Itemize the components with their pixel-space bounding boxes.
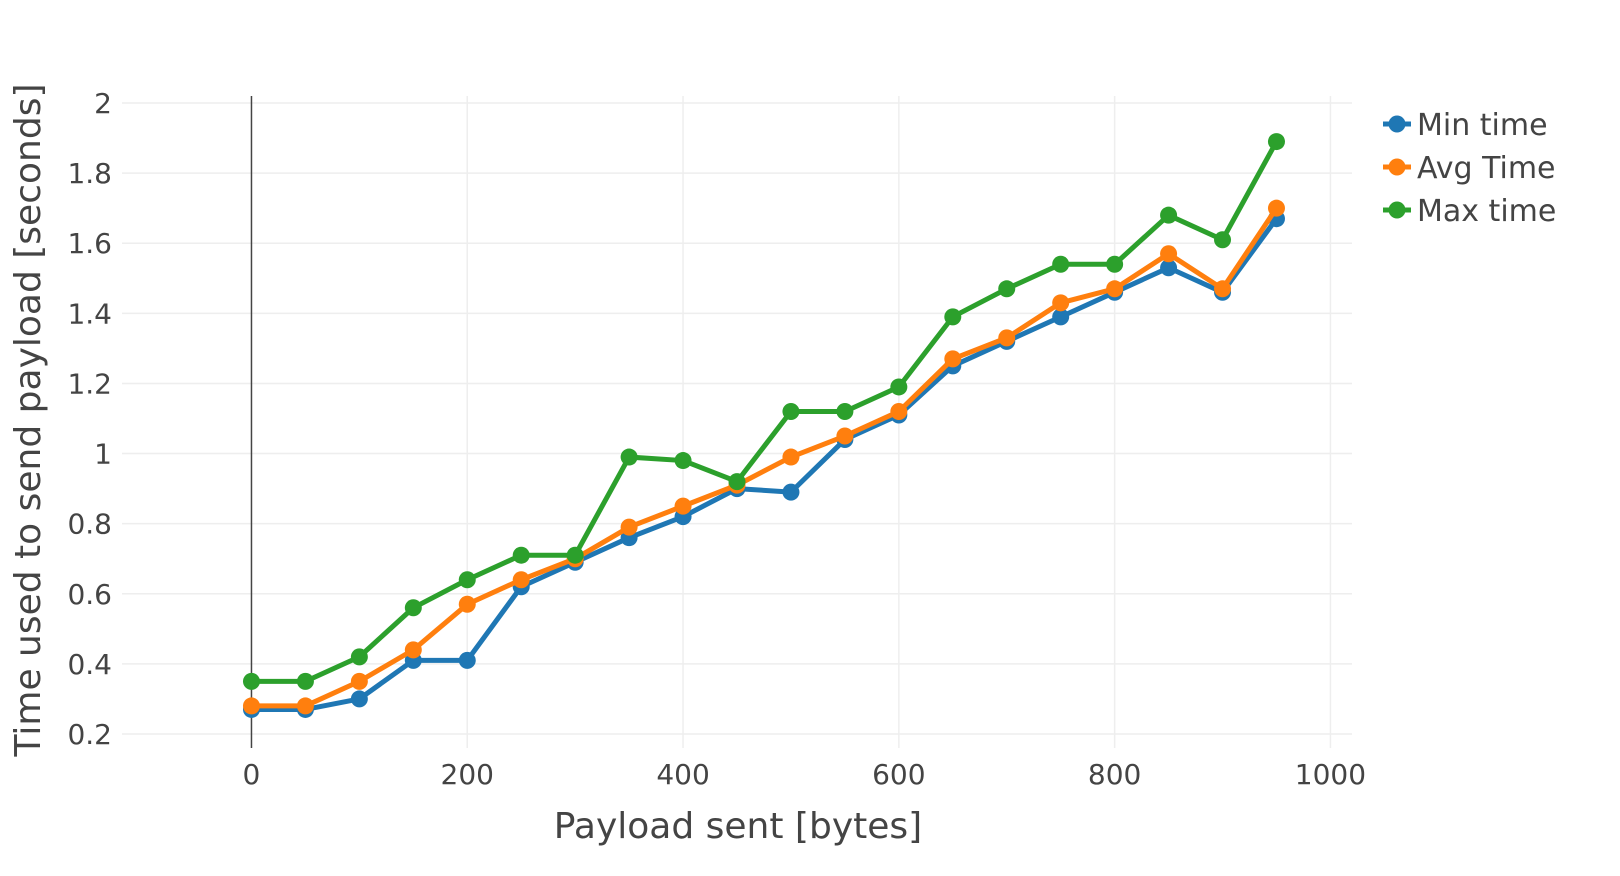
- legend-label: Min time: [1417, 108, 1548, 143]
- x-tick-label: 600: [872, 758, 925, 791]
- data-point[interactable]: [890, 378, 908, 396]
- data-point[interactable]: [296, 672, 314, 690]
- data-point[interactable]: [782, 448, 800, 466]
- data-point[interactable]: [836, 402, 854, 420]
- data-point[interactable]: [1052, 308, 1070, 326]
- x-axis-ticks: 0 200 400 600 800 1000: [243, 758, 1366, 791]
- data-point[interactable]: [404, 641, 422, 659]
- data-point[interactable]: [1052, 255, 1070, 273]
- data-point[interactable]: [1214, 280, 1232, 298]
- data-point[interactable]: [782, 402, 800, 420]
- x-tick-label: 0: [243, 758, 261, 791]
- data-point[interactable]: [566, 546, 584, 564]
- series-min-time: [242, 210, 1285, 718]
- data-point[interactable]: [350, 690, 368, 708]
- legend-label: Max time: [1417, 194, 1556, 229]
- data-point[interactable]: [998, 280, 1016, 298]
- legend-label: Avg Time: [1417, 151, 1556, 186]
- y-tick-label: 0.4: [67, 648, 112, 681]
- x-tick-label: 1000: [1295, 758, 1366, 791]
- data-point[interactable]: [512, 546, 530, 564]
- y-tick-label: 2: [94, 87, 112, 120]
- data-point[interactable]: [404, 599, 422, 617]
- data-point[interactable]: [1267, 199, 1285, 217]
- data-point[interactable]: [836, 427, 854, 445]
- x-tick-label: 400: [656, 758, 709, 791]
- data-point[interactable]: [1106, 280, 1124, 298]
- y-tick-label: 0.6: [67, 578, 112, 611]
- data-point[interactable]: [350, 648, 368, 666]
- data-point[interactable]: [458, 651, 476, 669]
- x-tick-label: 800: [1088, 758, 1141, 791]
- data-point[interactable]: [944, 350, 962, 368]
- data-point[interactable]: [674, 452, 692, 470]
- y-tick-label: 0.8: [67, 508, 112, 541]
- data-point[interactable]: [782, 483, 800, 501]
- y-axis-ticks: 0.2 0.4 0.6 0.8 1 1.2 1.4 1.6 1.8 2: [67, 87, 112, 751]
- series-line: [251, 140, 1279, 684]
- legend-marker: [1388, 115, 1406, 133]
- data-point[interactable]: [1160, 259, 1178, 277]
- data-point[interactable]: [242, 697, 260, 715]
- data-point[interactable]: [1267, 133, 1285, 151]
- data-point[interactable]: [944, 308, 962, 326]
- y-tick-label: 1.2: [67, 367, 112, 400]
- grid-lines: [122, 96, 1352, 748]
- legend-item[interactable]: Max time: [1383, 194, 1556, 229]
- data-point[interactable]: [1052, 294, 1070, 312]
- data-point[interactable]: [350, 672, 368, 690]
- legend-item[interactable]: Avg Time: [1383, 151, 1556, 186]
- x-axis-title: Payload sent [bytes]: [554, 806, 922, 847]
- data-point[interactable]: [458, 595, 476, 613]
- data-point[interactable]: [458, 571, 476, 589]
- legend-item[interactable]: Min time: [1383, 108, 1548, 143]
- series-line: [251, 217, 1279, 712]
- x-tick-label: 200: [441, 758, 494, 791]
- data-point[interactable]: [674, 497, 692, 515]
- y-tick-label: 0.2: [67, 718, 112, 751]
- data-point[interactable]: [242, 672, 260, 690]
- data-point[interactable]: [998, 329, 1016, 347]
- legend-marker: [1388, 201, 1406, 219]
- data-point[interactable]: [1106, 255, 1124, 273]
- data-point[interactable]: [620, 448, 638, 466]
- data-point[interactable]: [296, 697, 314, 715]
- y-tick-label: 1.8: [67, 157, 112, 190]
- series-max-time: [242, 133, 1285, 690]
- series-line: [251, 206, 1279, 709]
- legend-marker: [1388, 158, 1406, 176]
- data-point[interactable]: [1214, 231, 1232, 249]
- series-group: [242, 133, 1285, 718]
- data-point[interactable]: [890, 402, 908, 420]
- y-axis-title: Time used to send payload [seconds]: [8, 84, 49, 758]
- y-tick-label: 1.4: [67, 297, 112, 330]
- data-point[interactable]: [512, 571, 530, 589]
- series-avg-time: [242, 199, 1285, 715]
- data-point[interactable]: [1160, 245, 1178, 263]
- data-point[interactable]: [1160, 206, 1178, 224]
- y-tick-label: 1.6: [67, 227, 112, 260]
- y-tick-label: 1: [94, 438, 112, 471]
- legend[interactable]: Min time Avg Time Max time: [1383, 108, 1556, 229]
- data-point[interactable]: [620, 518, 638, 536]
- data-point[interactable]: [728, 473, 746, 491]
